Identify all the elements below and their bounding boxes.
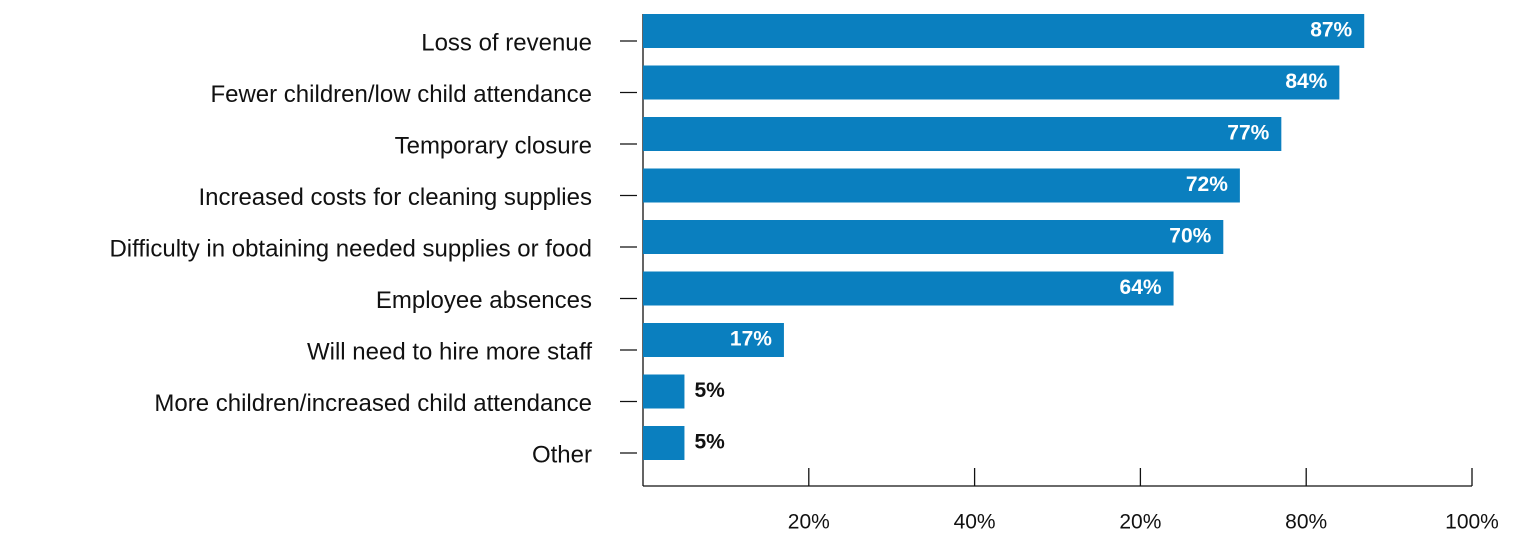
y-tick-label: More children/increased child attendance (154, 390, 592, 417)
bar (643, 374, 685, 409)
bar (643, 65, 1340, 100)
value-label: 64% (1120, 276, 1162, 299)
y-tick-label: Loss of revenue (421, 29, 592, 56)
value-label: 70% (1169, 225, 1211, 248)
x-tick-label: 20% (788, 511, 830, 534)
x-tick-label: 100% (1445, 511, 1499, 534)
value-label: 5% (694, 379, 725, 402)
value-label: 72% (1186, 173, 1228, 196)
y-tick-label: Temporary closure (395, 132, 592, 159)
value-label: 5% (694, 431, 725, 454)
x-tick-label: 80% (1285, 511, 1327, 534)
value-label: 77% (1227, 122, 1269, 145)
value-label: 84% (1285, 70, 1327, 93)
x-tick-label: 40% (954, 511, 996, 534)
value-label: 87% (1310, 19, 1352, 42)
bar (643, 220, 1224, 254)
bar (643, 14, 1365, 48)
x-tick-label: 20% (1119, 511, 1161, 534)
y-tick-label: Fewer children/low child attendance (210, 81, 592, 108)
bar (643, 323, 784, 357)
value-label: 17% (730, 328, 772, 351)
bar (643, 168, 1240, 203)
bar (643, 117, 1282, 151)
y-tick-label: Difficulty in obtaining needed supplies … (109, 235, 592, 262)
bar (643, 426, 685, 460)
y-tick-label: Employee absences (376, 287, 592, 314)
y-tick-label: Will need to hire more staff (307, 338, 592, 365)
bar (643, 271, 1174, 306)
y-tick-label: Increased costs for cleaning supplies (198, 184, 592, 211)
y-tick-label: Other (532, 441, 592, 468)
